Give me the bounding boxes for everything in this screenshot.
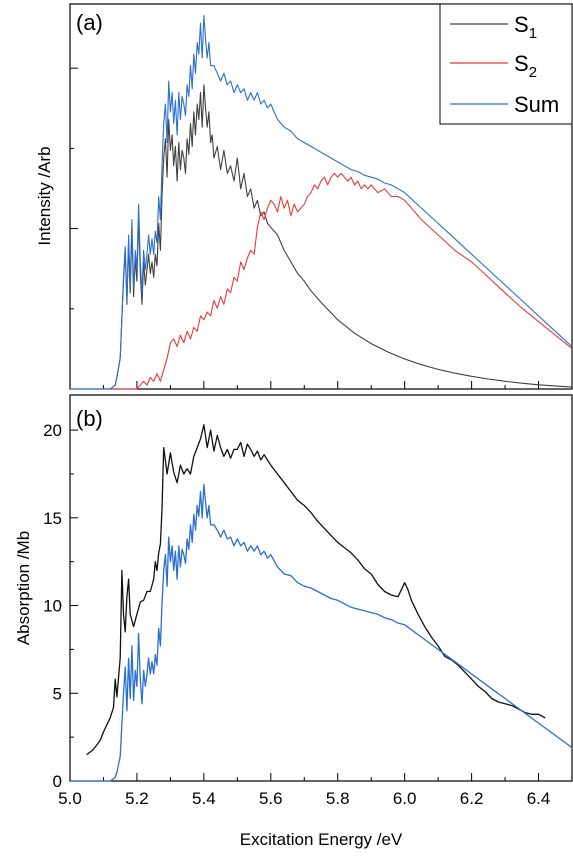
x-tick-label: 6.2 — [460, 789, 484, 808]
legend-label-s1-main: S — [514, 12, 529, 37]
panel-a: (a) Intensity /Arb S1 S2 Sum — [35, 3, 573, 390]
y-tick-label: 0 — [53, 772, 62, 791]
panel-b: 5.0 5.2 5.4 5.6 5.8 6.0 6.2 6.4 0 5 10 15 20 (b) Abs… — [14, 394, 573, 849]
legend-label-s2: S2 — [514, 51, 537, 81]
series-line-series-1 — [86, 424, 546, 756]
series-line-s1 — [70, 84, 573, 390]
legend-label-s1-sub: 1 — [529, 25, 537, 42]
y-tick-label: 20 — [43, 421, 62, 440]
plot-frame-a — [69, 3, 573, 390]
x-tick-label: 5.0 — [58, 789, 82, 808]
x-tick-label: 5.6 — [259, 789, 283, 808]
legend-label-s2-main: S — [514, 51, 529, 76]
y-tick-label: 10 — [43, 597, 62, 616]
x-tick-label: 5.2 — [125, 789, 149, 808]
legend: S1 S2 Sum — [439, 3, 573, 125]
y-tick-label: 15 — [43, 509, 62, 528]
x-tick-label: 5.4 — [192, 789, 216, 808]
x-axis-title: Excitation Energy /eV — [240, 830, 403, 849]
series-line-series-2 — [70, 483, 573, 782]
legend-label-s1: S1 — [514, 12, 537, 42]
x-tick-label: 5.8 — [326, 789, 350, 808]
panel-label-b: (b) — [76, 406, 103, 431]
series-line-s2 — [70, 172, 573, 390]
series-a — [70, 15, 573, 390]
legend-label-s2-sub: 2 — [529, 64, 537, 81]
plot-frame-b — [69, 394, 573, 782]
ticks-b: 5.0 5.2 5.4 5.6 5.8 6.0 6.2 6.4 0 5 10 15 20 — [43, 421, 573, 808]
y-axis-title-b: Absorption /Mb — [14, 531, 33, 645]
panel-label-a: (a) — [76, 10, 103, 35]
y-axis-title-a: Intensity /Arb — [35, 146, 54, 245]
x-tick-label: 6.4 — [527, 789, 551, 808]
series-b — [70, 424, 573, 782]
y-tick-label: 5 — [53, 684, 62, 703]
legend-label-sum: Sum — [514, 92, 559, 117]
series-line-sum — [70, 15, 573, 390]
x-tick-label: 6.0 — [393, 789, 417, 808]
